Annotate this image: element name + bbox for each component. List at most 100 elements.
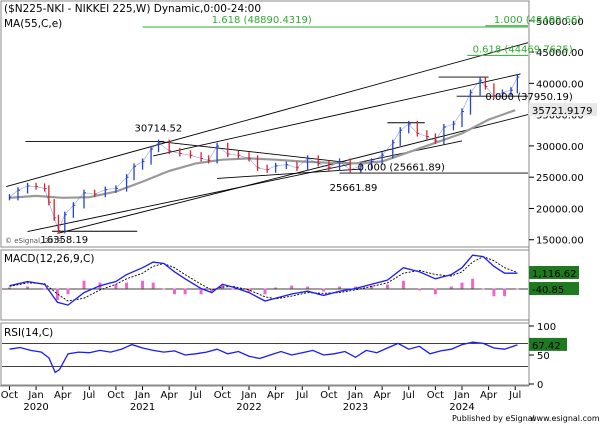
macd-signal-line bbox=[9, 256, 518, 302]
x-year-label: 2021 bbox=[130, 402, 155, 413]
rsi-title: RSI(14,C) bbox=[4, 327, 53, 339]
triangle-line bbox=[217, 168, 361, 179]
last-price-badge bbox=[529, 103, 597, 117]
rsi-y-tick-label: 0 bbox=[537, 380, 543, 391]
channel-line bbox=[6, 42, 529, 187]
macd-histogram-bar bbox=[460, 282, 464, 289]
x-tick-label: Oct bbox=[214, 390, 231, 401]
macd-histogram-bar bbox=[66, 288, 70, 295]
last-price-label: 35721.9179 bbox=[532, 106, 592, 117]
macd-histogram-bar bbox=[385, 284, 389, 289]
macd-histogram-bar bbox=[210, 288, 214, 293]
watermark: © eSignal, 2019 bbox=[5, 237, 62, 245]
macd-histogram-bar bbox=[247, 288, 251, 293]
x-year-label: 2022 bbox=[236, 402, 261, 413]
macd-histogram-bar bbox=[433, 288, 437, 295]
x-tick-label: Oct bbox=[320, 390, 337, 401]
macd-histogram-bar bbox=[125, 282, 129, 289]
macd-histogram-bar bbox=[354, 286, 358, 289]
footer-site: www.esignal.com bbox=[530, 414, 600, 423]
macd-histogram-bar bbox=[7, 287, 11, 289]
price-annotation: 25661.89 bbox=[330, 183, 378, 194]
price-y-tick-label: 40000.00 bbox=[536, 79, 584, 90]
channel-line bbox=[153, 73, 521, 157]
price-line bbox=[9, 76, 518, 232]
ma-label: MA(55,C,e) bbox=[4, 18, 62, 30]
rsi-value-badge bbox=[529, 337, 567, 351]
macd-histogram-bar bbox=[481, 288, 485, 290]
price-y-tick-label: 35000.00 bbox=[536, 111, 584, 122]
x-tick-label: Apr bbox=[161, 390, 179, 401]
x-tick-label: Jan bbox=[453, 390, 469, 401]
rsi-line bbox=[9, 341, 518, 374]
macd-histogram-bar bbox=[151, 282, 155, 289]
channel-line bbox=[57, 114, 529, 234]
fib-level-label: 1.000 (48499.66) bbox=[494, 15, 581, 26]
price-y-tick-label: 25000.00 bbox=[536, 173, 584, 184]
ma-line bbox=[9, 109, 516, 199]
x-tick-label: Oct bbox=[107, 390, 124, 401]
macd-histogram-bar bbox=[515, 288, 519, 290]
macd-histogram-bar bbox=[55, 288, 59, 301]
x-year-label: 2023 bbox=[343, 402, 368, 413]
macd-histogram-bar bbox=[220, 284, 224, 289]
price-y-tick-label: 50000.00 bbox=[536, 17, 584, 28]
macd-histogram-bar bbox=[401, 280, 405, 289]
macd-histogram-bar bbox=[162, 288, 166, 290]
macd-value-label: 1,116.62 bbox=[532, 269, 577, 280]
price-y-tick-label: 20000.00 bbox=[536, 204, 584, 215]
channel-line bbox=[27, 140, 463, 233]
macd-histogram-bar bbox=[274, 287, 278, 289]
x-tick-label: Jul bbox=[189, 390, 202, 401]
x-tick-label: Apr bbox=[267, 390, 285, 401]
macd-histogram-bar bbox=[82, 280, 86, 289]
x-tick-label: Jul bbox=[82, 390, 95, 401]
macd-histogram-bar bbox=[26, 286, 30, 289]
macd-histogram-bar bbox=[290, 285, 294, 289]
macd-histogram-bar bbox=[449, 286, 453, 289]
macd-histogram-bar bbox=[199, 288, 203, 295]
macd-histogram-bar bbox=[471, 278, 475, 289]
fib-level-label: 0.618 (44469.7625) bbox=[473, 44, 573, 55]
x-tick-label: Jan bbox=[27, 390, 43, 401]
macd-histogram-bar bbox=[322, 288, 326, 292]
x-year-label: 2020 bbox=[23, 402, 48, 413]
macd-histogram-bar bbox=[183, 288, 187, 295]
price-annotation: 30714.52 bbox=[135, 123, 183, 134]
fib-level-label: 0.000 (37950.19) bbox=[485, 92, 572, 103]
x-tick-label: Jan bbox=[240, 390, 256, 401]
macd-title: MACD(12,26,9,C) bbox=[4, 253, 94, 265]
x-tick-label: Apr bbox=[373, 390, 391, 401]
price-y-tick-label: 45000.00 bbox=[536, 48, 584, 59]
x-tick-label: Apr bbox=[54, 390, 72, 401]
macd-histogram-bar bbox=[492, 288, 496, 297]
price-annotation: 16358.19 bbox=[40, 235, 88, 246]
macd-histogram-bar bbox=[263, 288, 267, 295]
x-axis: Oct Jan Apr Jul Oct Jan Apr Jul Oct Jan Apr Jul Oct J… bbox=[0, 385, 529, 413]
x-tick-label: Jul bbox=[295, 390, 308, 401]
macd-histogram-bar bbox=[231, 288, 235, 290]
x-tick-label: Oct bbox=[1, 390, 18, 401]
fib-level-label: 1.618 (48890.4319) bbox=[212, 15, 312, 26]
x-year-label: 2024 bbox=[449, 402, 474, 413]
price-panel: 15000.00 20000.00 25000.00 30000.00 35000.00… bbox=[6, 15, 597, 247]
x-tick-label: Oct bbox=[427, 390, 444, 401]
x-tick-label: Jul bbox=[402, 390, 415, 401]
footer-published: Published by eSignal bbox=[452, 414, 535, 423]
rsi-panel: 0 50 100 67.42 bbox=[2, 322, 567, 391]
macd-histogram-bar bbox=[417, 288, 421, 291]
price-y-tick-label: 15000.00 bbox=[536, 236, 584, 247]
macd-histogram-bar bbox=[114, 284, 118, 289]
macd-histogram-bar bbox=[338, 286, 342, 289]
macd-histogram-bar bbox=[43, 288, 47, 290]
macd-histogram-bar bbox=[172, 288, 176, 295]
rsi-y-tick-label: 50 bbox=[537, 351, 550, 362]
x-tick-label: Jul bbox=[508, 390, 521, 401]
macd-line bbox=[9, 254, 518, 306]
panel-frames bbox=[0, 0, 530, 386]
x-tick-label: Apr bbox=[480, 390, 498, 401]
macd-histogram-bar bbox=[306, 286, 310, 289]
rsi-value-label: 67.42 bbox=[532, 341, 561, 352]
